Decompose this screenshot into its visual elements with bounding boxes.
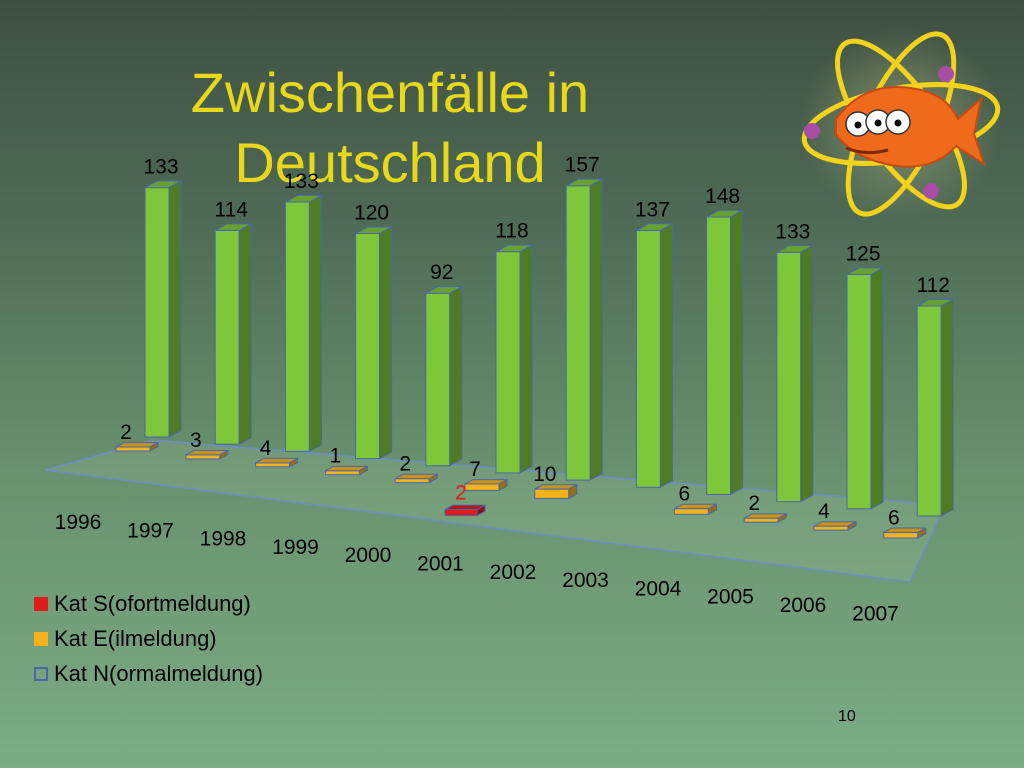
bar-kat-e-1996 — [115, 441, 159, 452]
bar-kat-n-1999 — [355, 226, 393, 460]
bar-kat-e-2006 — [813, 520, 857, 531]
bar-kat-n-2003 — [635, 222, 673, 489]
category-label-1996: 1996 — [55, 511, 102, 534]
category-label-2003: 2003 — [562, 569, 609, 592]
bar-kat-n-1998 — [284, 194, 322, 453]
bar-kat-n-2004 — [706, 209, 744, 496]
data-label-kat-n-1996: 133 — [143, 156, 178, 179]
data-label-kat-n-2003: 137 — [635, 198, 670, 221]
slide-title: Zwischenfälle in Deutschland — [120, 58, 660, 198]
bar-kat-e-1998 — [255, 457, 299, 468]
category-label-2007: 2007 — [852, 602, 899, 625]
data-label-kat-n-2006: 125 — [845, 242, 880, 265]
category-label-2004: 2004 — [635, 577, 682, 600]
bar-kat-e-1999 — [324, 465, 368, 476]
bar-kat-n-2000 — [425, 285, 463, 467]
data-label-kat-n-2004: 148 — [705, 185, 740, 208]
category-label-2006: 2006 — [780, 594, 827, 617]
data-label-kat-e-2000: 2 — [399, 453, 411, 476]
data-label-kat-n-2001: 118 — [495, 220, 528, 243]
bar-kat-e-2007 — [883, 527, 927, 539]
bar-kat-e-2005 — [743, 512, 787, 524]
legend-swatch-kat-e — [34, 631, 48, 646]
legend-item-kat-n: Kat N(ormalmeldung) — [34, 656, 263, 691]
data-label-kat-n-2005: 133 — [775, 220, 810, 243]
bar-kat-e-2001 — [464, 478, 508, 492]
data-label-kat-n-2007: 112 — [916, 274, 949, 297]
data-label-kat-e-1997: 3 — [190, 429, 202, 452]
category-label-1998: 1998 — [200, 528, 247, 551]
bar-kat-n-2007 — [916, 298, 954, 517]
category-label-1997: 1997 — [127, 519, 174, 542]
bar-kat-n-2006 — [846, 266, 884, 510]
data-label-kat-e-2004: 6 — [679, 483, 691, 506]
bar-kat-e-2002 — [534, 483, 578, 500]
category-label-2000: 2000 — [345, 544, 392, 567]
data-label-kat-e-2002: 10 — [533, 463, 556, 486]
slide-title-line-2: Deutschland — [234, 131, 546, 194]
page-number: 10 — [838, 708, 856, 725]
data-label-kat-n-2000: 92 — [430, 261, 453, 284]
bar-kat-n-1996 — [144, 180, 182, 438]
legend-label-kat-s: Kat S(ofortmeldung) — [54, 590, 251, 616]
data-label-kat-n-1998: 133 — [284, 170, 319, 193]
data-label-kat-e-2005: 2 — [748, 492, 760, 515]
bar-kat-n-2005 — [776, 244, 814, 503]
legend-label-kat-n: Kat N(ormalmeldung) — [54, 660, 264, 686]
chart-categories: 1996 1997 1998 1999 2000 2001 2002 2003 2004 2005… — [55, 511, 899, 625]
legend-label-kat-e: Kat E(ilmeldung) — [54, 625, 217, 651]
legend-item-kat-e: Kat E(ilmeldung) — [34, 621, 263, 656]
chart-labels: 133 114 133 120 92 118 157 137 148 133 125 112 2 3 4 1 2… — [120, 154, 950, 530]
data-label-kat-e-2001: 7 — [469, 458, 481, 481]
bar-kat-e-1997 — [185, 449, 229, 460]
legend-item-kat-s: Kat S(ofortmeldung) — [34, 586, 263, 621]
data-label-kat-e-1999: 1 — [330, 445, 342, 468]
bar-kat-n-2002 — [565, 178, 603, 481]
data-label-kat-n-1999: 120 — [354, 202, 389, 225]
legend-swatch-kat-s — [34, 596, 48, 611]
chart-legend: Kat S(ofortmeldung) Kat E(ilmeldung) Kat… — [34, 586, 263, 691]
category-label-2002: 2002 — [490, 561, 537, 584]
bar-kat-s-2001 — [444, 504, 486, 517]
category-label-1999: 1999 — [272, 536, 319, 559]
atom-fish-icon — [799, 28, 1003, 220]
data-label-kat-e-1996: 2 — [120, 421, 132, 444]
bar-kat-e-2004 — [673, 503, 717, 516]
data-label-kat-n-2002: 157 — [565, 154, 600, 177]
data-label-kat-e-2006: 4 — [818, 500, 830, 523]
data-label-kat-n-1997: 114 — [214, 198, 248, 221]
data-label-kat-s-2001: 2 — [455, 482, 467, 505]
legend-swatch-kat-n — [34, 666, 48, 681]
data-label-kat-e-1998: 4 — [260, 437, 272, 460]
bar-kat-n-1997 — [214, 222, 252, 446]
bar-kat-n-2001 — [495, 244, 533, 474]
slide-title-line-1: Zwischenfälle in — [190, 61, 590, 124]
bar-kat-e-2000 — [394, 473, 438, 484]
category-label-2001: 2001 — [417, 553, 464, 576]
category-label-2005: 2005 — [707, 586, 754, 609]
chart-bars — [115, 178, 954, 539]
data-label-kat-e-2007: 6 — [888, 506, 900, 529]
